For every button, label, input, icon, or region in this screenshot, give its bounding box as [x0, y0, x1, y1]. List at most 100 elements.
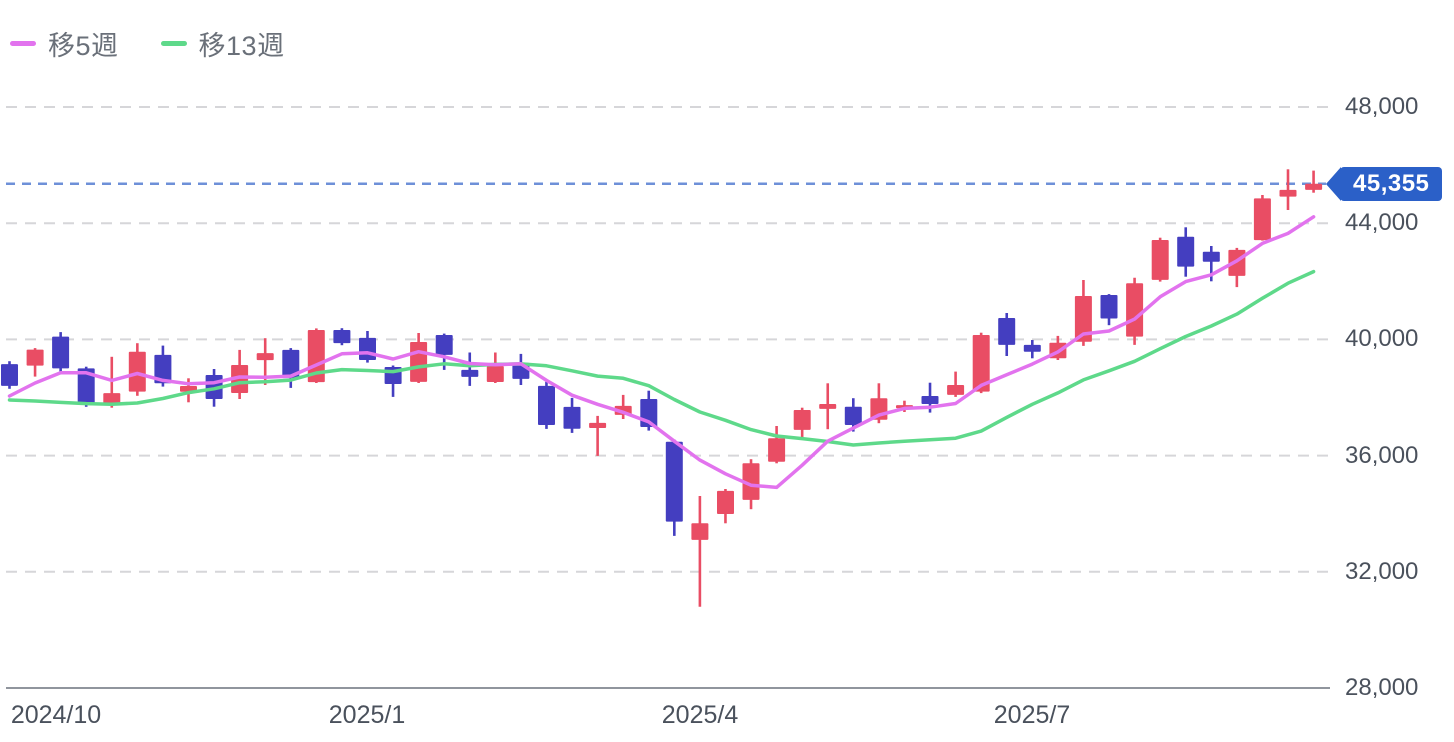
- candle-body: [691, 523, 709, 540]
- legend-item-ma13[interactable]: 移13週: [160, 24, 285, 63]
- badge-value: 45,355: [1340, 167, 1443, 201]
- candle-up: [1279, 169, 1297, 210]
- candle-up: [1228, 247, 1246, 288]
- ma5-line-swatch-icon: [10, 41, 36, 46]
- candle-body: [1, 364, 18, 386]
- candle-body: [435, 335, 453, 355]
- candle-up: [793, 407, 811, 437]
- candle-down: [665, 439, 683, 536]
- legend-label-ma13: 移13週: [198, 31, 285, 61]
- candle-body: [563, 406, 581, 429]
- x-axis: 2024/10 2025/1 2025/4 2025/7: [0, 701, 1340, 733]
- candle-body: [52, 336, 70, 369]
- legend-item-ma5[interactable]: 移5週: [10, 24, 119, 63]
- candle-body: [665, 441, 683, 522]
- candle-body: [282, 349, 300, 379]
- candle-body: [410, 342, 428, 382]
- candle-body: [256, 353, 274, 361]
- candle-body: [461, 369, 479, 377]
- candle-down: [359, 331, 376, 363]
- candle-up: [1253, 195, 1271, 241]
- badge-arrow-icon: [1326, 167, 1341, 201]
- candle-up: [486, 352, 504, 383]
- candle-body: [128, 351, 146, 392]
- y-axis-label: 44,000: [1345, 209, 1419, 236]
- ma5-line: [7, 215, 1316, 490]
- candle-body: [947, 385, 965, 395]
- candle-body: [486, 366, 504, 382]
- candle-up: [768, 426, 786, 464]
- candle-down: [1023, 340, 1041, 359]
- candle-body: [359, 337, 376, 360]
- candle-body: [793, 410, 811, 430]
- x-axis-label: 2024/10: [10, 701, 102, 729]
- candle-up: [26, 348, 44, 377]
- candle-up: [589, 415, 607, 456]
- candle-body: [1279, 189, 1297, 197]
- candle-down: [1100, 294, 1118, 326]
- candle-body: [1023, 344, 1041, 352]
- y-axis-label: 36,000: [1345, 442, 1419, 469]
- candle-down: [52, 332, 70, 372]
- candle-down: [844, 398, 862, 432]
- candle-body: [231, 365, 249, 393]
- candle-body: [742, 463, 760, 500]
- candle-up: [1151, 237, 1169, 282]
- candle-body: [717, 490, 734, 514]
- candle-up: [717, 489, 734, 524]
- candle-body: [1126, 283, 1144, 337]
- candle-body: [1202, 251, 1220, 262]
- candle-down: [538, 381, 555, 429]
- x-axis-label: 2025/1: [328, 701, 406, 729]
- candle-body: [26, 349, 44, 366]
- candle-body: [972, 335, 990, 392]
- y-axis-label: 40,000: [1345, 325, 1419, 352]
- candle-down: [563, 397, 581, 433]
- candle-up: [691, 496, 709, 607]
- ma13-line-swatch-icon: [160, 41, 187, 46]
- y-axis-label: 28,000: [1345, 674, 1419, 701]
- candle-up: [103, 356, 121, 408]
- candle-body: [844, 406, 862, 425]
- y-axis-label: 48,000: [1345, 93, 1419, 120]
- candle-body: [333, 330, 351, 344]
- y-axis-label: 32,000: [1345, 558, 1419, 585]
- candle-body: [819, 404, 837, 409]
- candle-body: [307, 330, 325, 383]
- candle-down: [333, 328, 351, 346]
- candle-body: [103, 393, 121, 405]
- current-price-badge: 45,355: [1326, 167, 1443, 201]
- candle-body: [768, 438, 786, 462]
- candle-body: [1305, 183, 1323, 190]
- candle-body: [589, 422, 607, 428]
- candle-up: [410, 333, 428, 383]
- candle-down: [998, 313, 1016, 356]
- candle-up: [819, 383, 837, 430]
- candle-body: [1074, 296, 1092, 342]
- candle-body: [77, 368, 95, 405]
- legend: 移5週 移13週: [10, 24, 285, 63]
- candle-up: [947, 371, 965, 397]
- candle-down: [1, 361, 18, 389]
- ma13-line: [7, 269, 1316, 447]
- candle-down: [461, 352, 479, 386]
- candle-down: [1177, 227, 1195, 277]
- x-axis-label: 2025/4: [661, 701, 739, 729]
- candle-body: [998, 318, 1016, 345]
- candle-body: [921, 396, 939, 404]
- candle-up: [972, 332, 990, 394]
- legend-label-ma5: 移5週: [48, 31, 119, 61]
- x-axis-label: 2025/7: [993, 701, 1071, 729]
- candle-body: [154, 354, 172, 384]
- candle-body: [1253, 198, 1271, 241]
- candle-body: [1177, 236, 1195, 267]
- candle-up: [1126, 277, 1144, 345]
- candle-up: [128, 343, 146, 396]
- candle-up: [1305, 170, 1323, 193]
- candle-body: [538, 385, 555, 425]
- candle-up: [231, 349, 249, 399]
- candle-body: [1100, 295, 1118, 319]
- candle-body: [1151, 240, 1169, 280]
